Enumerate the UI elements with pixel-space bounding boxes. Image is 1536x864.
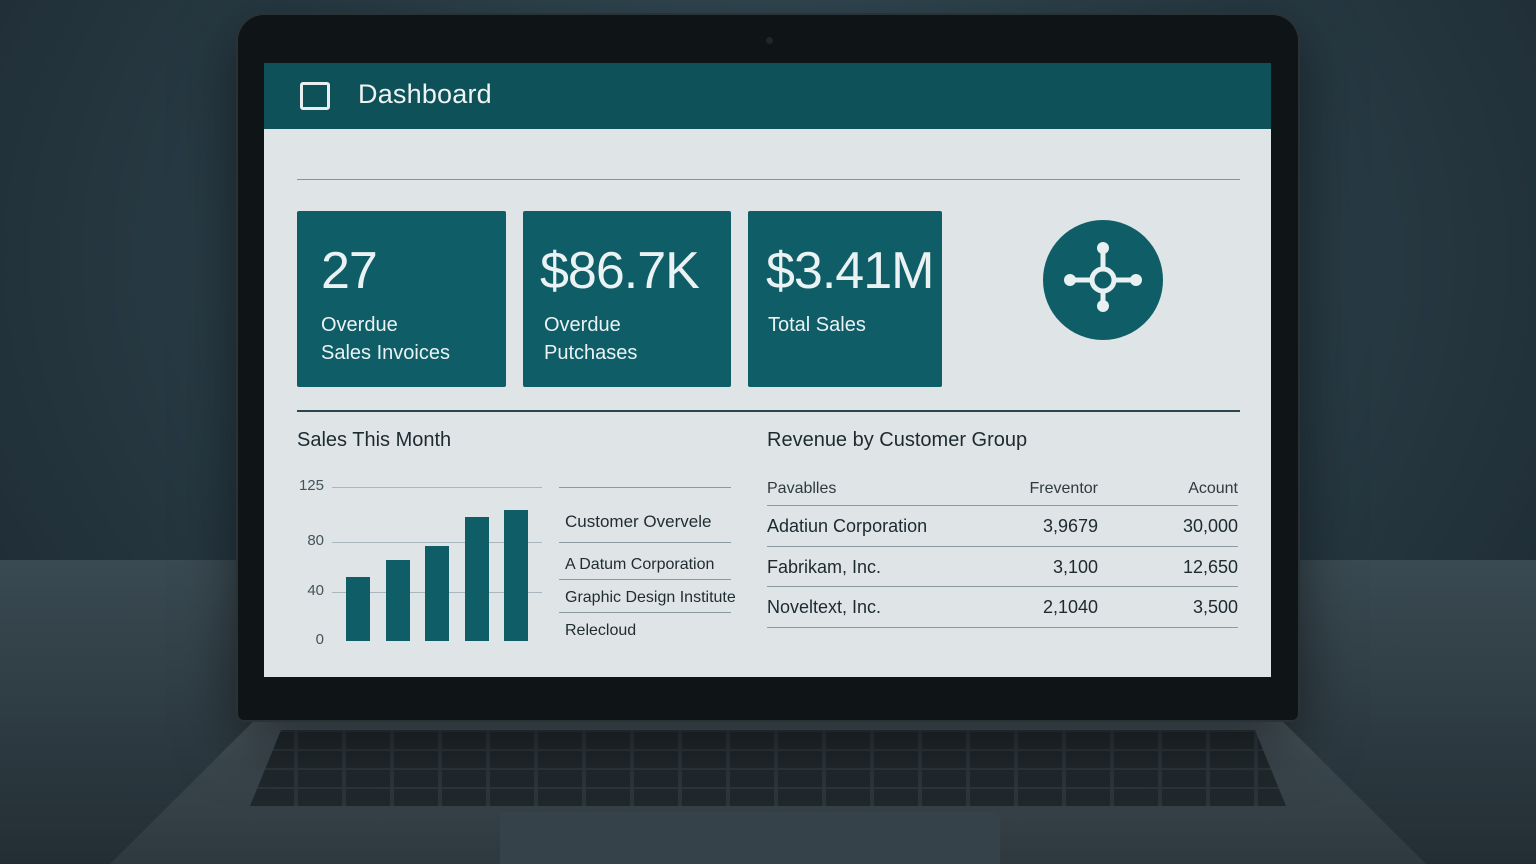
cell-value: 3,100	[1052, 557, 1098, 577]
laptop-keyboard	[250, 730, 1286, 806]
divider	[559, 612, 731, 613]
gridline	[332, 542, 542, 544]
cell-value: 12,650	[1182, 557, 1238, 577]
cell-value: 3,9679	[1042, 516, 1098, 536]
divider	[559, 487, 731, 488]
top-bar: Dashboard	[264, 63, 1271, 129]
tile-value: $86.7K	[540, 242, 700, 300]
column-header[interactable]: Pavablles	[767, 480, 837, 497]
y-tick-label: 0	[315, 631, 324, 648]
tile-overdue-sales-invoices[interactable]: 27 Overdue Sales Invoices	[297, 211, 506, 387]
laptop-trackpad	[500, 812, 1000, 864]
customer-list-title: Customer Overvele	[565, 512, 712, 531]
tile-value: $3.41M	[766, 242, 934, 300]
chart-bar[interactable]	[504, 510, 528, 641]
cell-value: 2,1040	[1042, 597, 1098, 617]
divider	[767, 586, 1238, 587]
cell-customer: Adatiun Corporation	[767, 516, 928, 536]
chart-bar[interactable]	[464, 516, 489, 641]
customer-list-item[interactable]: Graphic Design Institute	[565, 589, 736, 606]
sales-bar-chart: 0 40 80 125	[292, 475, 542, 648]
gridline	[332, 487, 542, 488]
cell-customer: Noveltext, Inc.	[767, 597, 882, 617]
y-tick-label: 40	[307, 581, 324, 599]
divider	[767, 505, 1238, 506]
column-header[interactable]: Freventor	[1029, 480, 1098, 497]
cell-value: 3,500	[1192, 597, 1238, 617]
chart-bar[interactable]	[425, 546, 449, 641]
square-icon[interactable]	[300, 82, 330, 110]
app-screen: Dashboard 27 Overdue Sales Invoices $86.…	[264, 63, 1271, 677]
tile-total-sales[interactable]: $3.41M Total Sales	[748, 211, 942, 387]
customer-list-item[interactable]: Relecloud	[565, 622, 637, 639]
revenue-table-title: Revenue by Customer Group	[767, 429, 1028, 451]
tile-value: 27	[321, 242, 378, 300]
y-tick-label: 80	[307, 532, 324, 550]
column-header[interactable]: Acount	[1188, 480, 1238, 497]
tile-label: Overdue Sales Invoices	[321, 314, 450, 364]
divider	[297, 179, 1240, 180]
page-title: Dashboard	[358, 79, 492, 109]
cell-value: 30,000	[1182, 516, 1238, 536]
divider	[767, 627, 1238, 628]
chart-bar[interactable]	[346, 576, 370, 641]
tile-overdue-purchases[interactable]: $86.7K Overdue Putchases	[523, 211, 731, 387]
section-divider	[297, 410, 1240, 412]
camera	[766, 37, 773, 44]
y-tick-label: 125	[298, 477, 324, 494]
chart-bar[interactable]	[385, 559, 410, 641]
divider	[559, 542, 731, 543]
sales-chart-title: Sales This Month	[297, 429, 452, 451]
tile-label: Overdue Putchases	[544, 314, 638, 364]
divider	[767, 546, 1238, 547]
customer-list-item[interactable]: A Datum Corporation	[565, 556, 715, 573]
hub-network-icon[interactable]	[1043, 220, 1163, 340]
tile-label: Total Sales	[768, 314, 866, 336]
cell-customer: Fabrikam, Inc.	[767, 557, 882, 577]
divider	[559, 579, 731, 580]
